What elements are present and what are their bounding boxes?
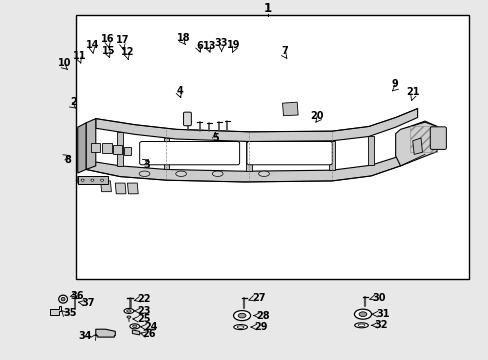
Ellipse shape [61, 297, 65, 301]
Text: 24: 24 [144, 322, 158, 332]
Text: 35: 35 [63, 308, 77, 318]
Text: 29: 29 [254, 322, 267, 332]
Ellipse shape [237, 326, 244, 328]
Ellipse shape [354, 309, 371, 319]
Text: 11: 11 [73, 50, 86, 60]
Text: 31: 31 [375, 309, 389, 319]
Ellipse shape [358, 312, 366, 316]
Text: 23: 23 [137, 306, 150, 316]
Ellipse shape [233, 311, 250, 321]
FancyBboxPatch shape [183, 112, 191, 126]
Ellipse shape [124, 309, 134, 314]
Text: 17: 17 [116, 36, 129, 45]
Polygon shape [367, 136, 373, 165]
Text: 36: 36 [70, 291, 84, 301]
Ellipse shape [59, 295, 67, 303]
Bar [409, 126, 436, 152]
Bar [113, 145, 122, 154]
Text: 32: 32 [373, 320, 387, 330]
Text: 4: 4 [176, 86, 183, 96]
Text: 25: 25 [137, 314, 150, 324]
Text: 15: 15 [102, 46, 116, 56]
Text: 28: 28 [256, 311, 270, 321]
Polygon shape [115, 183, 126, 194]
Text: 20: 20 [309, 112, 323, 121]
Text: 21: 21 [405, 87, 419, 98]
Text: 16: 16 [101, 34, 115, 44]
Text: 18: 18 [176, 33, 190, 42]
Text: 7: 7 [281, 45, 287, 55]
Polygon shape [101, 181, 111, 192]
Text: 30: 30 [372, 293, 386, 303]
Ellipse shape [212, 171, 223, 176]
Polygon shape [395, 122, 436, 166]
Ellipse shape [258, 171, 269, 176]
Polygon shape [329, 141, 334, 170]
Text: 5: 5 [211, 133, 218, 143]
FancyBboxPatch shape [246, 141, 331, 165]
Text: 37: 37 [81, 298, 95, 309]
Polygon shape [50, 306, 61, 315]
Ellipse shape [126, 310, 131, 312]
Ellipse shape [127, 316, 131, 318]
Bar [102, 143, 112, 153]
Polygon shape [86, 145, 424, 182]
FancyBboxPatch shape [429, 127, 446, 149]
Polygon shape [282, 102, 298, 116]
Text: 34: 34 [78, 332, 92, 341]
Polygon shape [78, 177, 87, 184]
Text: 10: 10 [58, 58, 72, 68]
Text: 33: 33 [214, 39, 228, 48]
Text: 27: 27 [251, 293, 265, 303]
Bar [123, 147, 131, 155]
Text: 2: 2 [70, 97, 77, 107]
Polygon shape [412, 138, 422, 154]
Polygon shape [86, 118, 96, 170]
Text: 19: 19 [226, 40, 240, 50]
Ellipse shape [132, 325, 137, 328]
Polygon shape [96, 329, 115, 337]
Ellipse shape [175, 171, 186, 176]
Polygon shape [163, 138, 169, 170]
Ellipse shape [354, 323, 367, 328]
Text: 9: 9 [390, 79, 397, 89]
Ellipse shape [238, 313, 245, 318]
Text: 6: 6 [196, 41, 203, 51]
Text: 12: 12 [121, 47, 134, 57]
Text: 3: 3 [143, 160, 150, 170]
Ellipse shape [101, 179, 103, 181]
Ellipse shape [357, 324, 364, 327]
Polygon shape [117, 132, 123, 166]
Polygon shape [246, 141, 252, 171]
Text: 22: 22 [137, 294, 150, 304]
Text: 1: 1 [264, 3, 271, 15]
Ellipse shape [233, 325, 247, 329]
Polygon shape [400, 121, 436, 166]
Text: 14: 14 [85, 40, 99, 50]
Ellipse shape [130, 324, 140, 329]
Text: 8: 8 [64, 156, 71, 166]
Bar [91, 143, 100, 152]
FancyBboxPatch shape [140, 141, 239, 165]
Ellipse shape [139, 171, 150, 176]
Ellipse shape [81, 179, 84, 181]
Text: 13: 13 [202, 41, 216, 51]
Polygon shape [132, 330, 140, 335]
Polygon shape [96, 109, 417, 141]
Polygon shape [127, 183, 138, 194]
Bar [78, 176, 108, 184]
Text: 26: 26 [142, 329, 155, 338]
Bar [76, 15, 468, 279]
Polygon shape [78, 123, 86, 173]
Ellipse shape [91, 179, 94, 181]
